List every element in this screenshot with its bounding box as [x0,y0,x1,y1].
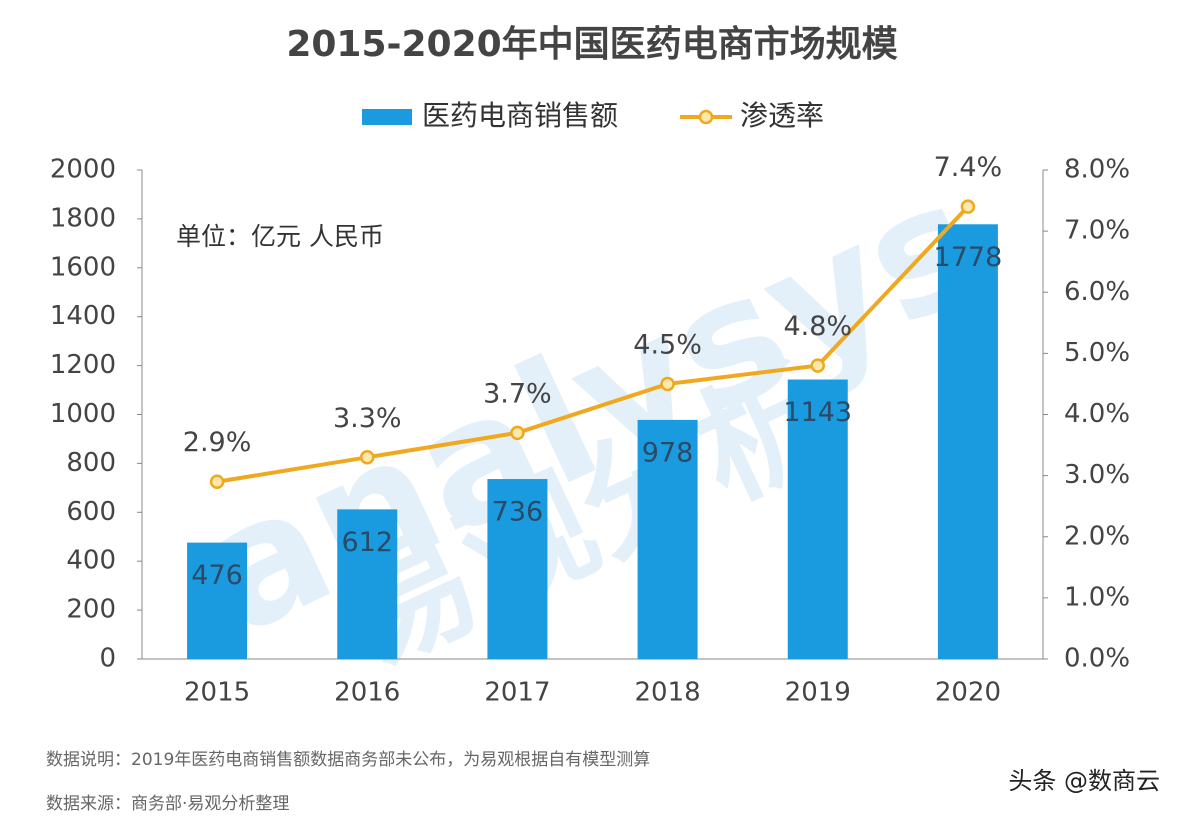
credit: 头条 @数商云 [1008,767,1160,795]
line-marker [960,199,976,214]
y2-tick-label: 7.0% [1064,216,1130,246]
line-value-label: 3.7% [483,378,552,409]
y-tick-label: 1600 [50,252,116,282]
legend-swatch [362,109,412,125]
y2-tick-label: 1.0% [1064,582,1130,612]
line-value-label: 4.5% [633,329,702,360]
y2-tick-label: 4.0% [1064,399,1130,429]
bar [637,419,698,659]
bar [487,479,548,659]
x-tick-label: 2017 [484,678,550,708]
x-tick-label: 2020 [935,678,1001,708]
y-tick-label: 800 [66,448,116,478]
line-marker [360,450,375,465]
line-value-label: 7.4% [934,152,1003,183]
y2-tick-label: 0.0% [1064,644,1130,674]
legend-swatch [698,109,714,125]
unit-note: 单位：亿元 人民币 [176,222,384,251]
bar-value-label: 978 [642,437,694,468]
line-value-label: 3.3% [333,403,402,434]
line-marker [510,425,525,441]
line-marker [660,376,675,392]
y-tick-label: 1200 [50,350,116,380]
bar [337,509,398,659]
line-value-label: 4.8% [783,311,852,342]
y-tick-label: 1400 [50,301,116,331]
line [216,205,970,484]
y-tick-label: 600 [66,497,116,527]
bar-value-label: 612 [341,527,393,558]
bar-value-label: 736 [492,497,544,528]
line-marker [810,358,825,373]
bar-value-label: 1143 [783,397,852,428]
y-tick-label: 200 [66,595,116,625]
bar [787,379,848,659]
y-tick-label: 1800 [50,203,116,233]
y-tick-label: 2000 [50,155,116,185]
x-tick-label: 2015 [184,678,250,708]
legend-label: 渗透率 [740,99,824,132]
line-value-label: 2.9% [183,427,252,458]
y2-tick-label: 2.0% [1064,521,1130,551]
footnote: 数据说明：2019年医药电商销售额数据商务部未公布，为易观根据自有模型测算 [46,750,650,770]
bar-value-label: 476 [191,560,243,591]
chart-title: 2015-2020年中国医药电商市场规模 [286,24,897,65]
y2-tick-label: 5.0% [1064,338,1130,368]
x-tick-label: 2019 [785,678,851,708]
bar [937,224,998,660]
y2-tick-label: 8.0% [1064,155,1130,185]
y2-tick-label: 6.0% [1064,277,1130,307]
y-tick-label: 1000 [50,399,116,429]
legend-label: 医药电商销售额 [422,99,618,132]
line-marker [209,474,225,489]
y-tick-label: 0 [99,644,116,674]
x-tick-label: 2016 [334,678,400,708]
y-tick-label: 400 [66,546,116,576]
x-tick-label: 2018 [634,678,700,708]
bar [187,542,248,659]
bar-value-label: 1778 [934,242,1003,273]
y2-tick-label: 3.0% [1064,460,1130,490]
footnote: 数据来源：商务部·易观分析整理 [46,794,289,814]
